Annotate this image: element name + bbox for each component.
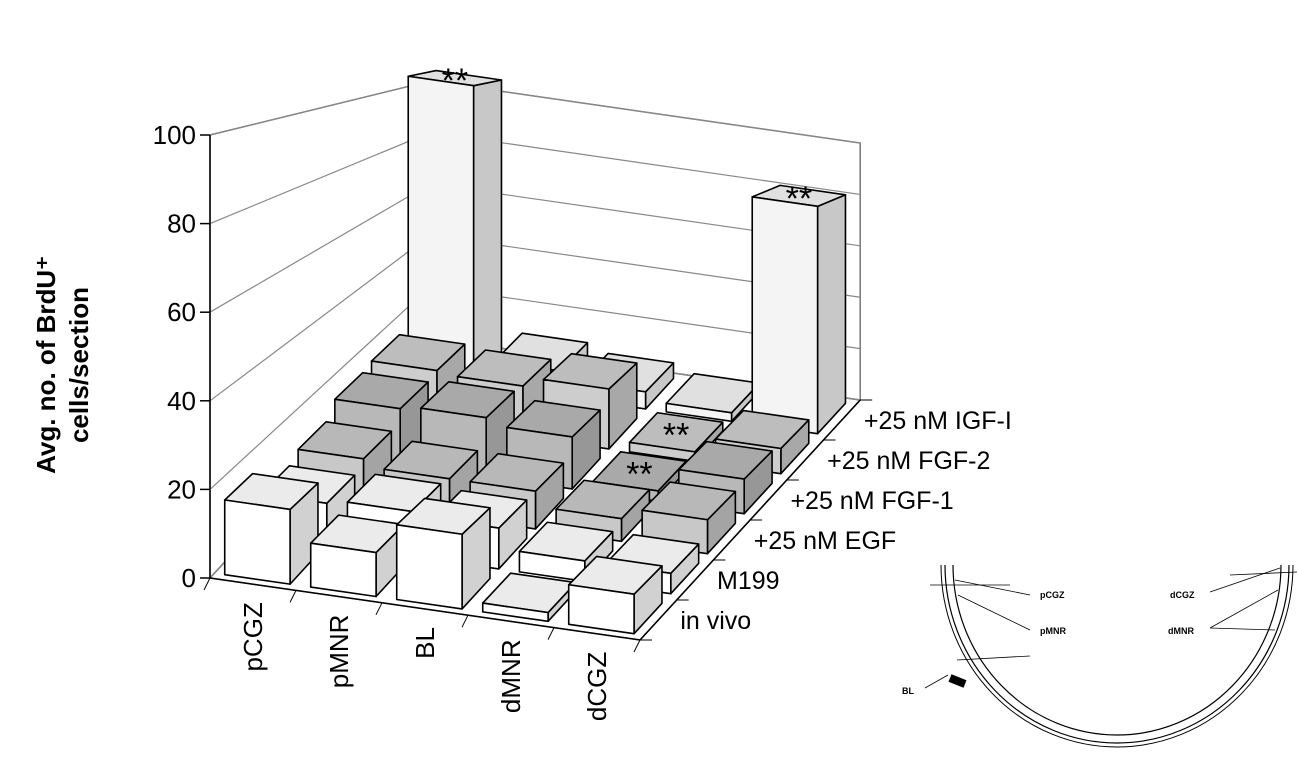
bar-front [311, 543, 376, 596]
y-label-line: Avg. no. of BrdU⁺ [31, 256, 61, 474]
x-tick-label: pMNR [324, 615, 354, 689]
value-label: ** [786, 180, 812, 218]
x-tick-label: dCGZ [582, 652, 612, 721]
series-label: +25 nM EGF [754, 527, 896, 555]
bar [408, 71, 501, 385]
x-tick-label: pCGZ [238, 602, 268, 671]
y-tick-label: 0 [182, 563, 196, 593]
inset-label: BL [902, 686, 914, 696]
bar-front [752, 197, 817, 434]
y-tick-label: 100 [153, 120, 196, 150]
y-axis-label: Avg. no. of BrdU⁺ cells/section [31, 256, 94, 474]
bar-front [569, 585, 634, 634]
series-label: +25 nM FGF-1 [790, 487, 953, 515]
x-tick [548, 628, 554, 640]
y-label-line: cells/section [64, 287, 94, 443]
bar-front [397, 525, 462, 609]
series-label: +25 nM FGF-2 [827, 447, 990, 475]
chart: Avg. no. of BrdU⁺ cells/section pCGZ pMN… [0, 0, 1297, 757]
grid-line [210, 81, 860, 143]
x-tick [204, 578, 210, 590]
x-tick-label: BL [410, 627, 440, 659]
series-label: M199 [717, 567, 780, 595]
bar [397, 498, 490, 608]
inset-label: dMNR [1168, 626, 1194, 636]
y-tick-label: 40 [167, 386, 196, 416]
value-label: ** [442, 62, 468, 100]
x-tick [376, 603, 382, 615]
inset-label: pCGZ [1040, 590, 1065, 600]
series-label: +25 nM IGF-I [864, 407, 1012, 435]
x-tick [290, 590, 296, 602]
inset-label: pMNR [1040, 626, 1066, 636]
y-tick-label: 80 [167, 209, 196, 239]
x-tick [462, 615, 468, 627]
bar-front [225, 500, 290, 584]
inset-diagram [925, 565, 1297, 747]
bar [225, 474, 318, 584]
inset-label: dCGZ [1170, 590, 1195, 600]
y-tick-label: 60 [167, 297, 196, 327]
series-label: in vivo [680, 607, 751, 635]
bar-side [474, 80, 502, 384]
bar-side [818, 195, 846, 434]
bar [483, 573, 576, 621]
y-tick-label: 20 [167, 474, 196, 504]
bar [752, 185, 845, 433]
value-label: ** [663, 416, 689, 454]
x-tick [634, 640, 640, 652]
x-tick-label: dMNR [496, 639, 526, 713]
